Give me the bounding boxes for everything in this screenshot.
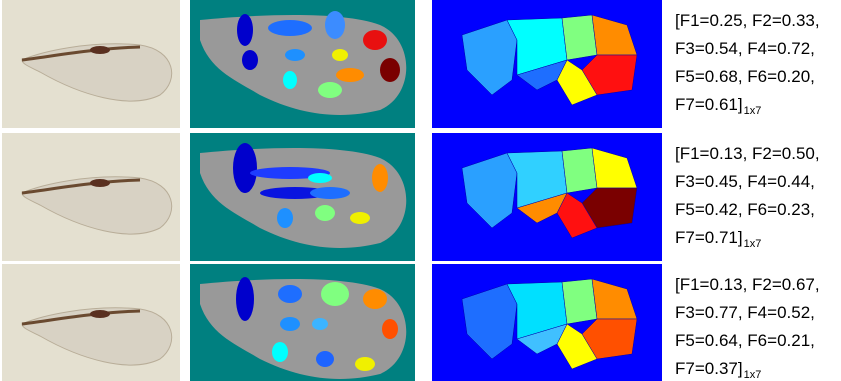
seg-region — [363, 289, 387, 309]
seg-region — [316, 351, 334, 367]
row: [F1=0.13, F2=0.67, F3=0.77, F4=0.52, F5=0.… — [2, 264, 820, 381]
feature-line: F3=0.54, F4=0.72, — [675, 39, 815, 58]
seg-region — [277, 208, 293, 228]
seg-region — [382, 319, 398, 339]
row: [F1=0.13, F2=0.50, F3=0.45, F4=0.44, F5=0.… — [2, 133, 820, 261]
subscript: 1x7 — [744, 369, 762, 381]
seg-region — [318, 82, 342, 98]
seg-region — [310, 187, 350, 199]
cell — [562, 148, 597, 193]
figure: [F1=0.25, F2=0.33, F3=0.54, F4=0.72, F5=0.… — [0, 0, 841, 381]
feature-line: F3=0.77, F4=0.52, — [675, 303, 815, 322]
subscript: 1x7 — [744, 105, 762, 117]
cell — [562, 15, 597, 60]
feature-line: F3=0.45, F4=0.44, — [675, 172, 815, 191]
seg-region — [236, 277, 254, 321]
seg-region — [278, 285, 302, 303]
seg-region — [242, 50, 258, 70]
subscript: 1x7 — [744, 238, 762, 250]
seg-region — [285, 49, 305, 61]
seg-region — [350, 212, 370, 224]
feature-line: F7=0.37] — [675, 359, 743, 378]
cell — [562, 279, 597, 324]
seg-region — [268, 20, 312, 36]
seg-region — [283, 71, 297, 89]
seg-region — [308, 173, 332, 183]
seg-region — [233, 143, 257, 193]
feature-line: [F1=0.13, F2=0.50, — [675, 144, 820, 163]
wing-spot — [90, 310, 110, 318]
seg-region — [355, 357, 375, 371]
row: [F1=0.25, F2=0.33, F3=0.54, F4=0.72, F5=0.… — [2, 0, 820, 128]
seg-region — [237, 14, 253, 46]
feature-line: F5=0.68, F6=0.20, — [675, 67, 815, 86]
seg-region — [280, 317, 300, 331]
seg-region — [325, 11, 345, 39]
seg-region — [315, 205, 335, 221]
seg-region — [312, 318, 328, 330]
feature-line: F7=0.71] — [675, 228, 743, 247]
wing-spot — [90, 46, 110, 54]
seg-region — [363, 30, 387, 50]
feature-line: F5=0.64, F6=0.21, — [675, 331, 815, 350]
feature-line: [F1=0.13, F2=0.67, — [675, 275, 820, 294]
wing-spot — [90, 179, 110, 187]
seg-region — [380, 58, 400, 82]
seg-region — [332, 49, 348, 61]
seg-region — [321, 282, 349, 306]
feature-line: [F1=0.25, F2=0.33, — [675, 11, 820, 30]
feature-line: F5=0.42, F6=0.23, — [675, 200, 815, 219]
seg-region — [336, 68, 364, 82]
seg-region — [272, 342, 288, 362]
seg-region — [372, 164, 388, 192]
feature-line: F7=0.61] — [675, 95, 743, 114]
